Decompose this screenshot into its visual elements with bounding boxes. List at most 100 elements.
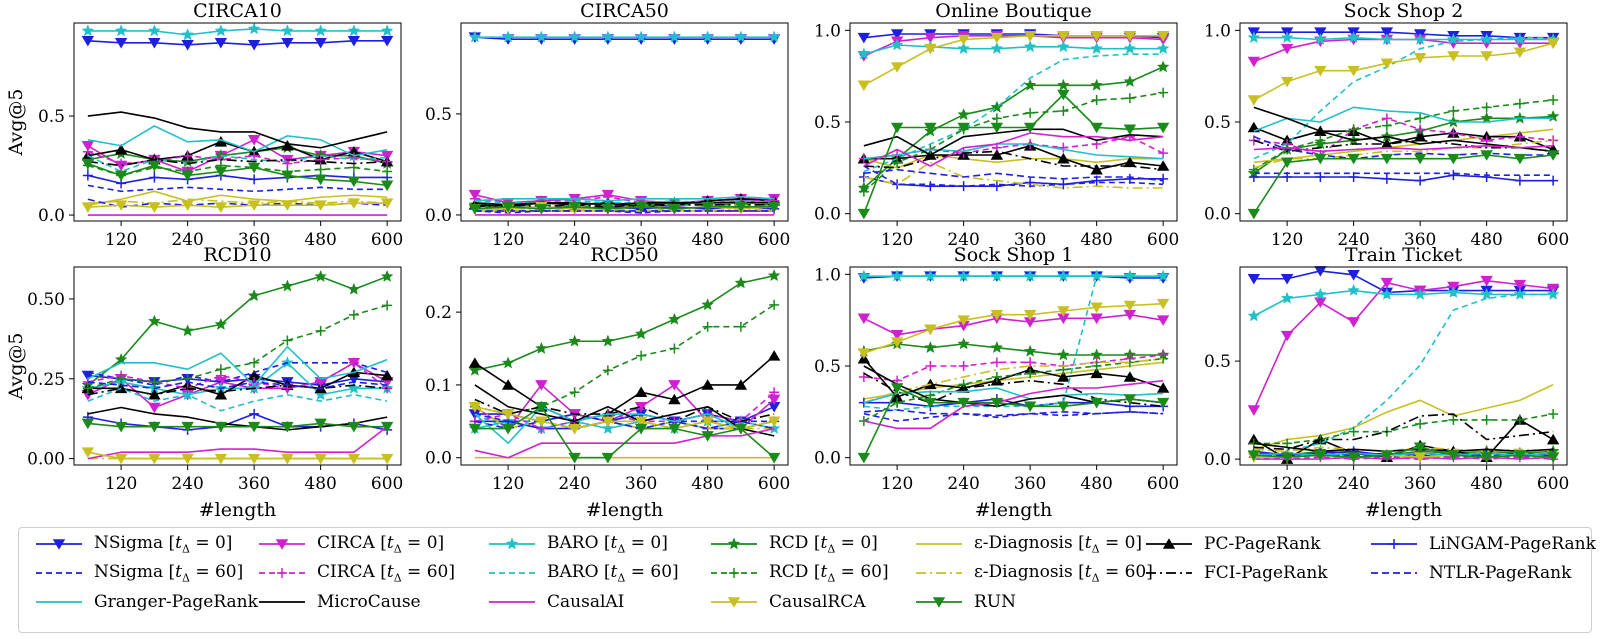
legend-item-pc-pagerank: PC-PageRank: [1144, 532, 1321, 556]
data-point: [1415, 113, 1426, 124]
series-line: [863, 357, 1164, 404]
series-microcause: [863, 128, 1164, 156]
series-epsilon-diagnosis-t-delta-0: [1253, 383, 1554, 451]
legend-label: PC-PageRank: [1204, 534, 1321, 554]
series-circa-t-delta-0: [1247, 275, 1560, 416]
series-line: [1253, 42, 1554, 101]
panel-title: Train Ticket: [1345, 244, 1463, 266]
data-point: [602, 365, 613, 376]
series-microcause: [474, 384, 775, 437]
data-point: [890, 337, 904, 348]
data-point: [1314, 65, 1327, 77]
data-point: [535, 341, 548, 354]
x-axis-label: #length: [1365, 499, 1443, 521]
series-line: [863, 354, 1164, 382]
data-point: [1123, 41, 1137, 55]
legend-marker: [932, 597, 946, 608]
data-point: [1513, 287, 1527, 300]
data-point: [81, 447, 95, 458]
legend-swatch: [1146, 538, 1192, 549]
x-tick-label: 600: [1147, 230, 1179, 250]
data-point: [1090, 163, 1103, 175]
data-point: [1023, 309, 1037, 321]
series-line: [1253, 106, 1554, 132]
series-line: [87, 362, 388, 396]
data-point: [1415, 175, 1426, 186]
data-point: [501, 409, 515, 420]
data-point: [535, 416, 548, 428]
data-point: [314, 269, 327, 282]
series-granger-pagerank: [87, 346, 388, 386]
data-point: [734, 423, 748, 435]
legend-label: LiNGAM-PageRank: [1429, 534, 1596, 554]
series-line: [87, 304, 388, 390]
data-point: [247, 200, 261, 211]
y-tick-label: 0.0: [1204, 450, 1231, 470]
data-point: [181, 324, 194, 337]
series-nsigma-t-delta-60: [87, 184, 388, 193]
data-point: [1156, 160, 1170, 171]
data-point: [247, 421, 261, 433]
series-run: [468, 401, 781, 464]
series-fci-pagerank: [474, 204, 775, 208]
data-point: [1413, 442, 1427, 454]
legend-label: CausalAI: [547, 592, 625, 612]
series-line: [474, 406, 775, 430]
data-point: [857, 32, 871, 44]
data-point: [314, 24, 327, 37]
legend-label: NSigma [tΔ = 60]: [94, 561, 244, 585]
data-point: [382, 166, 393, 177]
data-point: [1448, 106, 1459, 116]
legend-swatch: [1146, 572, 1192, 574]
data-point: [468, 423, 482, 435]
data-point: [380, 36, 394, 47]
data-point: [1514, 131, 1525, 142]
legend-label: NSigma [tΔ = 0]: [94, 532, 233, 556]
data-point: [1280, 452, 1294, 463]
data-point: [857, 47, 871, 60]
data-point: [769, 299, 780, 310]
data-point: [1057, 40, 1070, 53]
data-point: [1548, 135, 1559, 146]
data-point: [1090, 41, 1103, 55]
series-line: [87, 362, 388, 386]
series-fci-pagerank: [87, 158, 388, 167]
series-line: [87, 198, 388, 208]
series-line: [87, 422, 388, 428]
y-axis-label: Avg@5: [5, 333, 27, 401]
data-point: [1480, 111, 1493, 124]
series-granger-pagerank: [1253, 452, 1554, 457]
data-point: [1023, 122, 1037, 134]
data-point: [634, 327, 648, 340]
data-point: [1513, 32, 1527, 45]
data-point: [314, 453, 327, 465]
data-point: [81, 36, 95, 47]
data-point: [1448, 170, 1459, 181]
data-point: [1280, 291, 1294, 304]
data-point: [634, 202, 648, 213]
legend-item-causalrca: CausalRCA: [709, 590, 865, 614]
series-line: [474, 384, 775, 437]
data-point: [568, 202, 581, 213]
data-point: [924, 324, 937, 336]
legend-label: BARO [tΔ = 60]: [547, 561, 679, 585]
series-line: [474, 36, 775, 40]
series-line: [863, 379, 1164, 430]
data-point: [1513, 47, 1527, 59]
data-point: [380, 453, 394, 465]
series-line: [474, 195, 775, 202]
data-point: [148, 160, 161, 172]
data-point: [114, 38, 128, 49]
series-epsilon-diagnosis-t-delta-60: [474, 406, 775, 430]
x-tick-label: 360: [238, 230, 270, 250]
data-point: [1380, 287, 1394, 300]
series-line: [87, 162, 388, 187]
x-axis-label: #length: [586, 499, 664, 521]
data-point: [114, 24, 128, 37]
data-point: [1023, 401, 1037, 413]
data-point: [769, 387, 780, 398]
data-point: [1057, 348, 1070, 361]
data-point: [734, 276, 748, 289]
y-tick-label: 0.1: [425, 376, 452, 396]
panel-title: Online Boutique: [935, 0, 1091, 22]
